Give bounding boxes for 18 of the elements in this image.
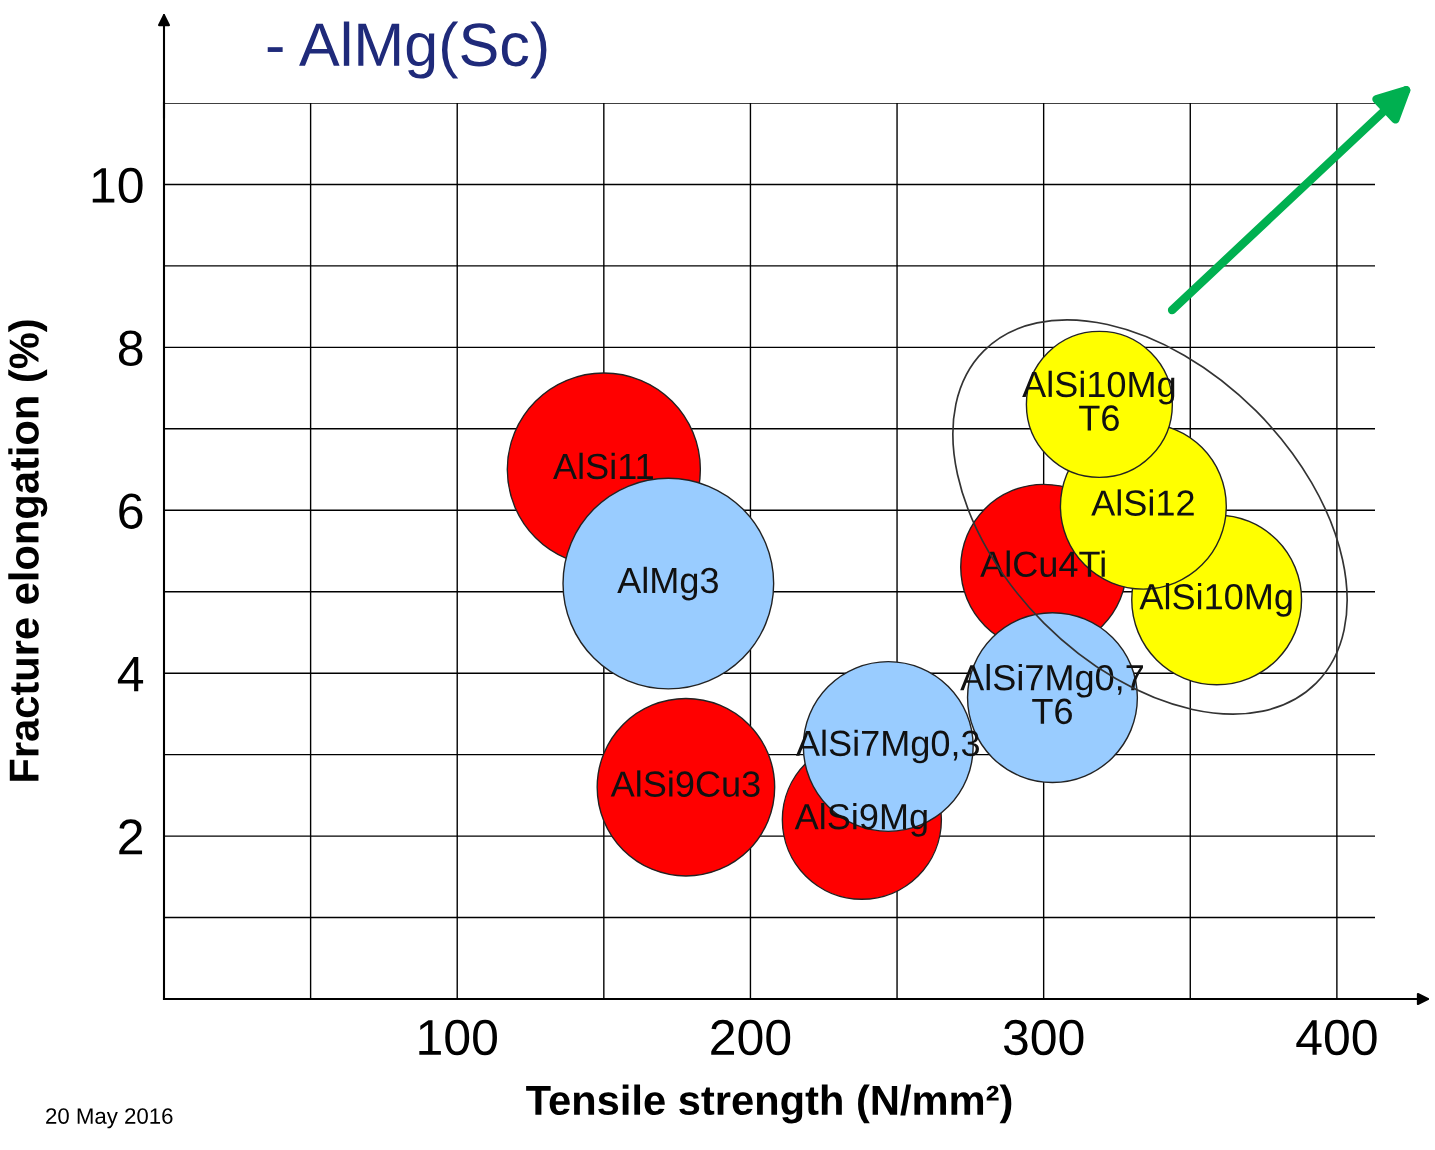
x-tick-label: 400 xyxy=(1296,1019,1377,1056)
series-label: AlSi9Cu3 xyxy=(610,770,760,797)
x-tick-label: 300 xyxy=(1003,1019,1084,1056)
x-tick-label: 200 xyxy=(711,1019,791,1056)
y-tick-label: 6 xyxy=(119,493,143,529)
series-label: AlSi12 xyxy=(1091,489,1194,516)
text: 20 May 2016 xyxy=(46,1108,173,1129)
y-tick-label: 10 xyxy=(92,167,143,204)
y-tick-label: 8 xyxy=(118,330,143,366)
series-label: AlSi11 xyxy=(553,452,653,480)
chart-title: - AlMg(Sc) xyxy=(267,21,547,79)
y-tick-label: 2 xyxy=(119,819,143,855)
series-label: AlSi10Mg xyxy=(1139,583,1292,617)
y-axis-title: Fracture elongation (%) xyxy=(8,320,48,781)
y-tick-label: 4 xyxy=(117,656,144,692)
x-axis-title: Tensile strength (N/mm²) xyxy=(526,1084,1012,1124)
series-label: AlMg3 xyxy=(617,566,718,601)
x-tick-label: 100 xyxy=(419,1019,497,1056)
